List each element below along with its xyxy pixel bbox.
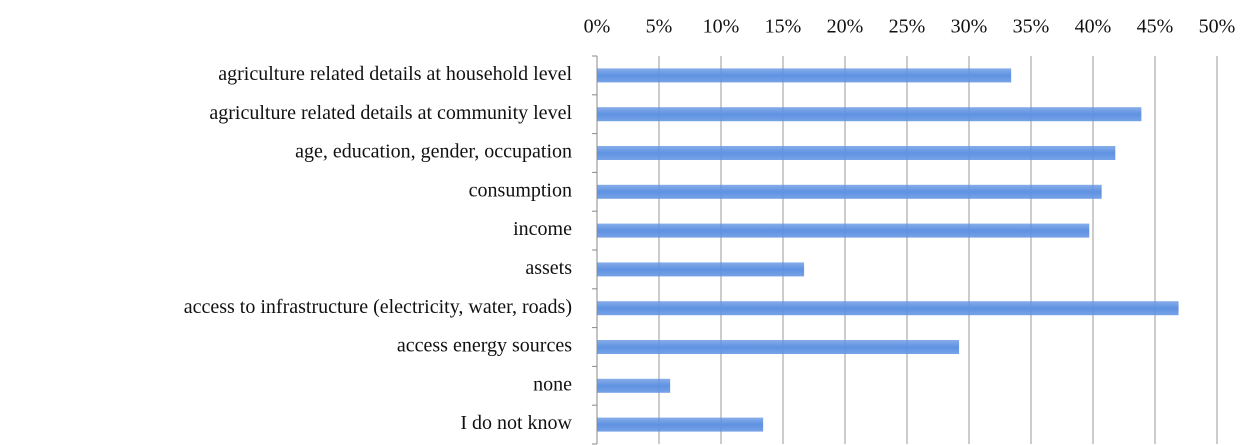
y-tick-label: agriculture related details at household… — [218, 63, 572, 85]
bar — [597, 223, 1090, 238]
x-tick-label: 35% — [1013, 16, 1050, 38]
y-tick-label: I do not know — [460, 412, 572, 434]
x-tick-label: 10% — [703, 16, 740, 38]
bar — [597, 340, 960, 354]
y-tick-label: none — [533, 373, 572, 395]
y-tick-label: income — [513, 218, 572, 240]
y-tick-label: age, education, gender, occupation — [295, 141, 572, 163]
x-tick-label: 40% — [1075, 16, 1112, 38]
y-tick-label: agriculture related details at community… — [209, 102, 572, 124]
bar — [597, 68, 1012, 83]
bar — [597, 417, 764, 432]
bar — [597, 378, 671, 393]
y-tick-label: access energy sources — [397, 335, 572, 357]
bar — [597, 262, 805, 277]
x-tick-label: 50% — [1199, 16, 1236, 38]
bar — [597, 184, 1102, 199]
bar — [597, 146, 1116, 160]
x-tick-label: 0% — [584, 16, 611, 38]
x-tick-label: 25% — [889, 16, 926, 38]
x-tick-label: 45% — [1137, 16, 1174, 38]
x-tick-label: 5% — [646, 16, 673, 38]
bar — [597, 301, 1179, 316]
y-tick-label: consumption — [469, 179, 572, 201]
bar — [597, 107, 1142, 122]
x-tick-label: 15% — [765, 16, 802, 38]
x-tick-label: 30% — [951, 16, 988, 38]
y-tick-label: access to infrastructure (electricity, w… — [184, 296, 572, 318]
y-tick-label: assets — [525, 257, 572, 279]
x-tick-label: 20% — [827, 16, 864, 38]
